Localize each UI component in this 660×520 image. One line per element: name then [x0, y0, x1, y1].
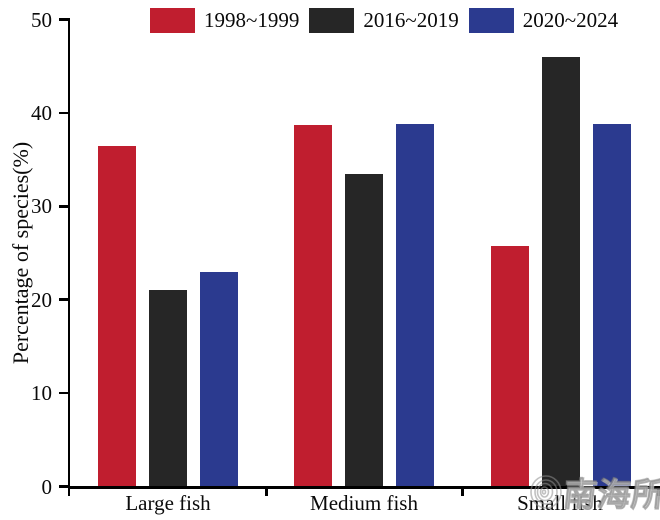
y-tick-50	[58, 18, 68, 21]
x-axis-spine	[67, 486, 660, 489]
bar-large-fish-2020-2024	[200, 271, 238, 487]
x-tick-0	[67, 488, 71, 496]
bar-medium-fish-2016-2019	[345, 173, 384, 487]
y-tick-30	[58, 205, 68, 208]
y-axis-spine	[67, 18, 70, 489]
x-category-label-large-fish: Large fish	[125, 491, 211, 515]
legend-swatch-series-2	[309, 8, 355, 33]
bar-large-fish-1998-1999	[98, 145, 136, 487]
bar-large-fish-2016-2019	[149, 290, 187, 487]
x-tick-3	[657, 488, 660, 496]
y-tick-0	[58, 485, 68, 488]
bar-small-fish-2020-2024	[592, 124, 631, 487]
legend-label-series-2: 2016~2019	[363, 8, 459, 32]
legend: 1998~1999 2016~2019 2020~2024	[150, 7, 618, 34]
legend-item-series-2: 2016~2019	[309, 8, 459, 33]
y-tick-label-30: 30	[31, 194, 52, 219]
y-tick-label-40: 40	[31, 100, 52, 125]
legend-swatch-series-3	[468, 8, 514, 33]
bar-medium-fish-2020-2024	[396, 124, 435, 487]
y-tick-20	[58, 298, 68, 301]
legend-swatch-series-1	[150, 8, 195, 33]
y-tick-label-20: 20	[31, 287, 52, 312]
y-tick-40	[58, 111, 68, 115]
x-tick-2	[461, 488, 464, 496]
bar-small-fish-2016-2019	[541, 56, 580, 487]
y-tick-10	[58, 391, 68, 395]
legend-item-series-1: 1998~1999	[150, 8, 299, 33]
bar-medium-fish-1998-1999	[294, 125, 333, 487]
legend-label-series-1: 1998~1999	[204, 8, 300, 32]
bar-small-fish-1998-1999	[490, 246, 529, 487]
x-category-label-small-fish: Small fish	[517, 491, 603, 515]
x-tick-1	[265, 488, 268, 496]
y-tick-label-50: 50	[31, 7, 52, 32]
y-tick-label-0: 0	[41, 474, 53, 499]
y-tick-label-10: 10	[31, 381, 52, 406]
legend-item-series-3: 2020~2024	[468, 8, 619, 33]
y-axis-title: Percentage of species(%)	[8, 141, 33, 365]
legend-label-series-3: 2020~2024	[522, 8, 619, 32]
x-category-label-medium-fish: Medium fish	[310, 491, 418, 515]
